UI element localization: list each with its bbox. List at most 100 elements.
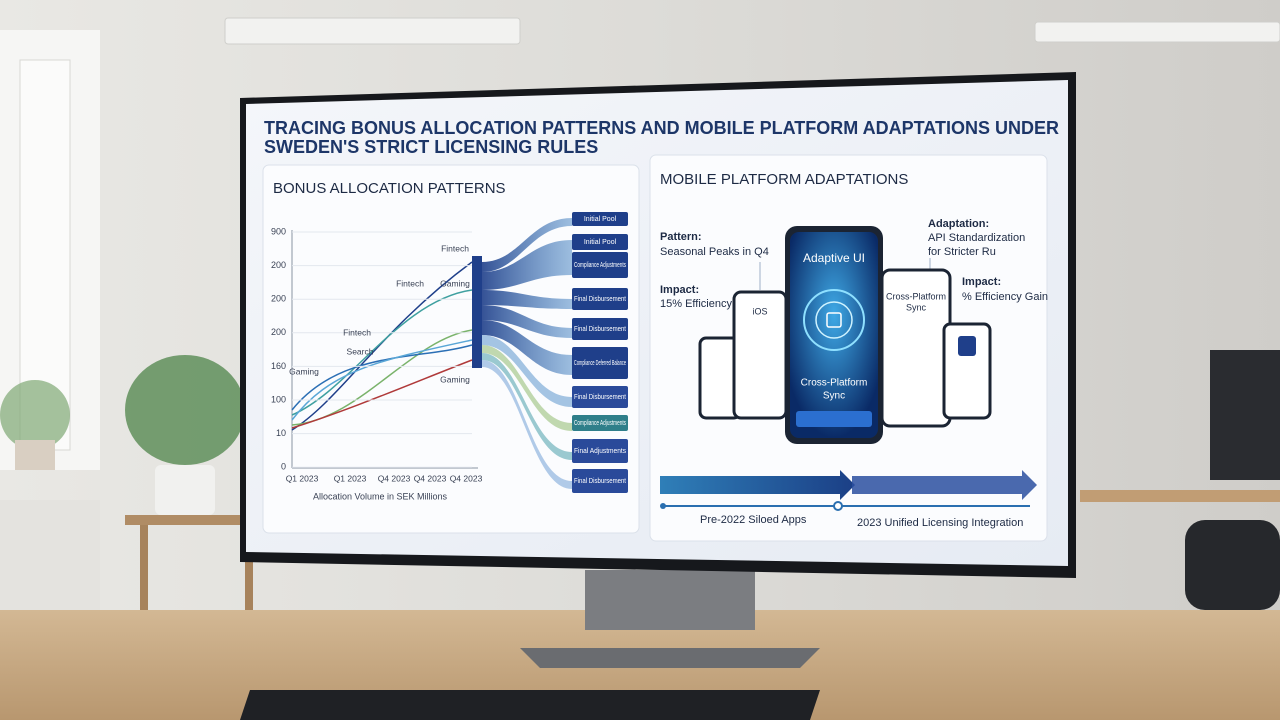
phone-text: Sync: [823, 391, 845, 402]
chair: [1185, 520, 1280, 610]
flow-box: [572, 386, 628, 408]
back-desk: [1080, 490, 1280, 502]
keyboard: [240, 690, 820, 720]
flow-band: [482, 345, 572, 431]
x-tick-label: Q1 2023: [334, 473, 367, 483]
phone: [942, 322, 992, 420]
phone-text: Cross-Platform: [886, 291, 946, 301]
glow-ring: [815, 301, 853, 339]
phone-title: iOS: [752, 306, 767, 316]
line-label: Gaming: [289, 366, 319, 376]
ceiling-light: [1034, 21, 1280, 43]
series-line: [291, 339, 473, 421]
flow-band: [482, 360, 572, 489]
timeline-dot: [660, 503, 666, 509]
flow-box: [572, 469, 628, 493]
flow-band: [482, 290, 572, 309]
callout-text: % Efficiency Gain: [962, 291, 1048, 303]
plant-pot: [15, 440, 55, 470]
x-tick-label: Q4 2023: [414, 473, 447, 483]
phone-text: Sync: [906, 302, 927, 312]
callout-label: Impact:: [962, 276, 1001, 288]
line-label: Gaming: [440, 374, 470, 384]
line-label: Gaming: [440, 278, 470, 288]
callout-text: Seasonal Peaks in Q4: [660, 246, 769, 258]
x-tick-label: Q4 2023: [450, 473, 483, 483]
flow-band: [482, 305, 572, 338]
flow-band: [482, 218, 572, 272]
callout-label: Impact:: [660, 284, 699, 296]
y-tick-label: 200: [271, 327, 286, 337]
lock-icon: [826, 312, 842, 328]
flow-label: Final Disbursement: [574, 296, 626, 303]
flow-box: [572, 252, 628, 278]
flow-label: Initial Pool: [584, 216, 617, 223]
timeline-arrow: [660, 470, 855, 500]
flow-label: Compliance Adjustments: [574, 420, 626, 427]
screen-title: TRACING BONUS ALLOCATION PATTERNS AND MO…: [264, 118, 1059, 138]
mobile-illustration: [660, 226, 1037, 511]
phone-screen: [790, 232, 878, 438]
side-table-leg: [140, 525, 148, 635]
callout-text: for Stricter Ru: [928, 246, 996, 258]
series-line: [291, 359, 473, 429]
plant-pot: [155, 465, 215, 515]
flow-source: [472, 256, 482, 368]
timeline-dot: [833, 501, 843, 511]
flow-label: Final Adjustments: [574, 448, 626, 455]
flow-box: [572, 439, 628, 463]
flow-box: [572, 415, 628, 431]
flow-label: Final Disbursement: [574, 478, 626, 485]
flow-label: Initial Pool: [584, 239, 617, 246]
phone-text: Cross-Platform: [801, 378, 868, 389]
line-chart: [291, 218, 572, 489]
flow-band: [482, 240, 572, 290]
series-line: [291, 344, 473, 411]
ceiling-light: [224, 17, 521, 45]
callout-text: 15% Efficiency: [660, 298, 732, 310]
y-tick-label: 10: [276, 428, 286, 438]
flow-box: [572, 212, 628, 226]
flow-box: [572, 318, 628, 340]
side-table-leg: [245, 525, 253, 635]
callout-label: Pattern:: [660, 231, 702, 243]
flow-band: [482, 320, 572, 375]
y-tick-label: 900: [271, 226, 286, 236]
x-axis-label: Allocation Volume in SEK Millions: [313, 491, 448, 501]
line-label: Fintech: [396, 278, 424, 288]
flow-label: Compliance Deferred Balance: [574, 360, 626, 367]
flow-band: [482, 353, 572, 460]
y-tick-label: 200: [271, 294, 286, 304]
phone-title: Adaptive UI: [803, 251, 865, 265]
callout-text: API Standardization: [928, 232, 1025, 244]
screen-title: SWEDEN'S STRICT LICENSING RULES: [264, 137, 598, 157]
callout-label: Adaptation:: [928, 218, 989, 230]
y-tick-label: 200: [271, 260, 286, 270]
panel-heading: BONUS ALLOCATION PATTERNS: [273, 180, 506, 197]
x-tick-label: Q1 2023: [286, 473, 319, 483]
flow-label: Final Disbursement: [574, 326, 626, 333]
flow-box: [572, 288, 628, 310]
y-tick-label: 0: [281, 462, 286, 472]
phone-button: [796, 411, 872, 427]
flow-label: Final Disbursement: [574, 394, 626, 401]
android-icon: [958, 336, 976, 356]
monitor-stand: [585, 570, 755, 630]
plant: [125, 355, 245, 465]
timeline-arrow: [852, 470, 1037, 500]
side-table: [125, 515, 265, 525]
line-label: Search: [347, 346, 374, 356]
flow-band: [482, 335, 572, 407]
y-tick-label: 100: [271, 394, 286, 404]
y-tick-label: 160: [271, 361, 286, 371]
timeline-label: Pre-2022 Siloed Apps: [700, 514, 807, 526]
plant: [0, 380, 70, 450]
series-line: [291, 289, 473, 416]
glow-ring: [803, 289, 865, 351]
monitor-base: [520, 648, 820, 668]
panel-heading: MOBILE PLATFORM ADAPTATIONS: [660, 171, 908, 188]
flow-label: Compliance Adjustments: [574, 262, 626, 269]
timeline-label: 2023 Unified Licensing Integration: [857, 517, 1023, 529]
